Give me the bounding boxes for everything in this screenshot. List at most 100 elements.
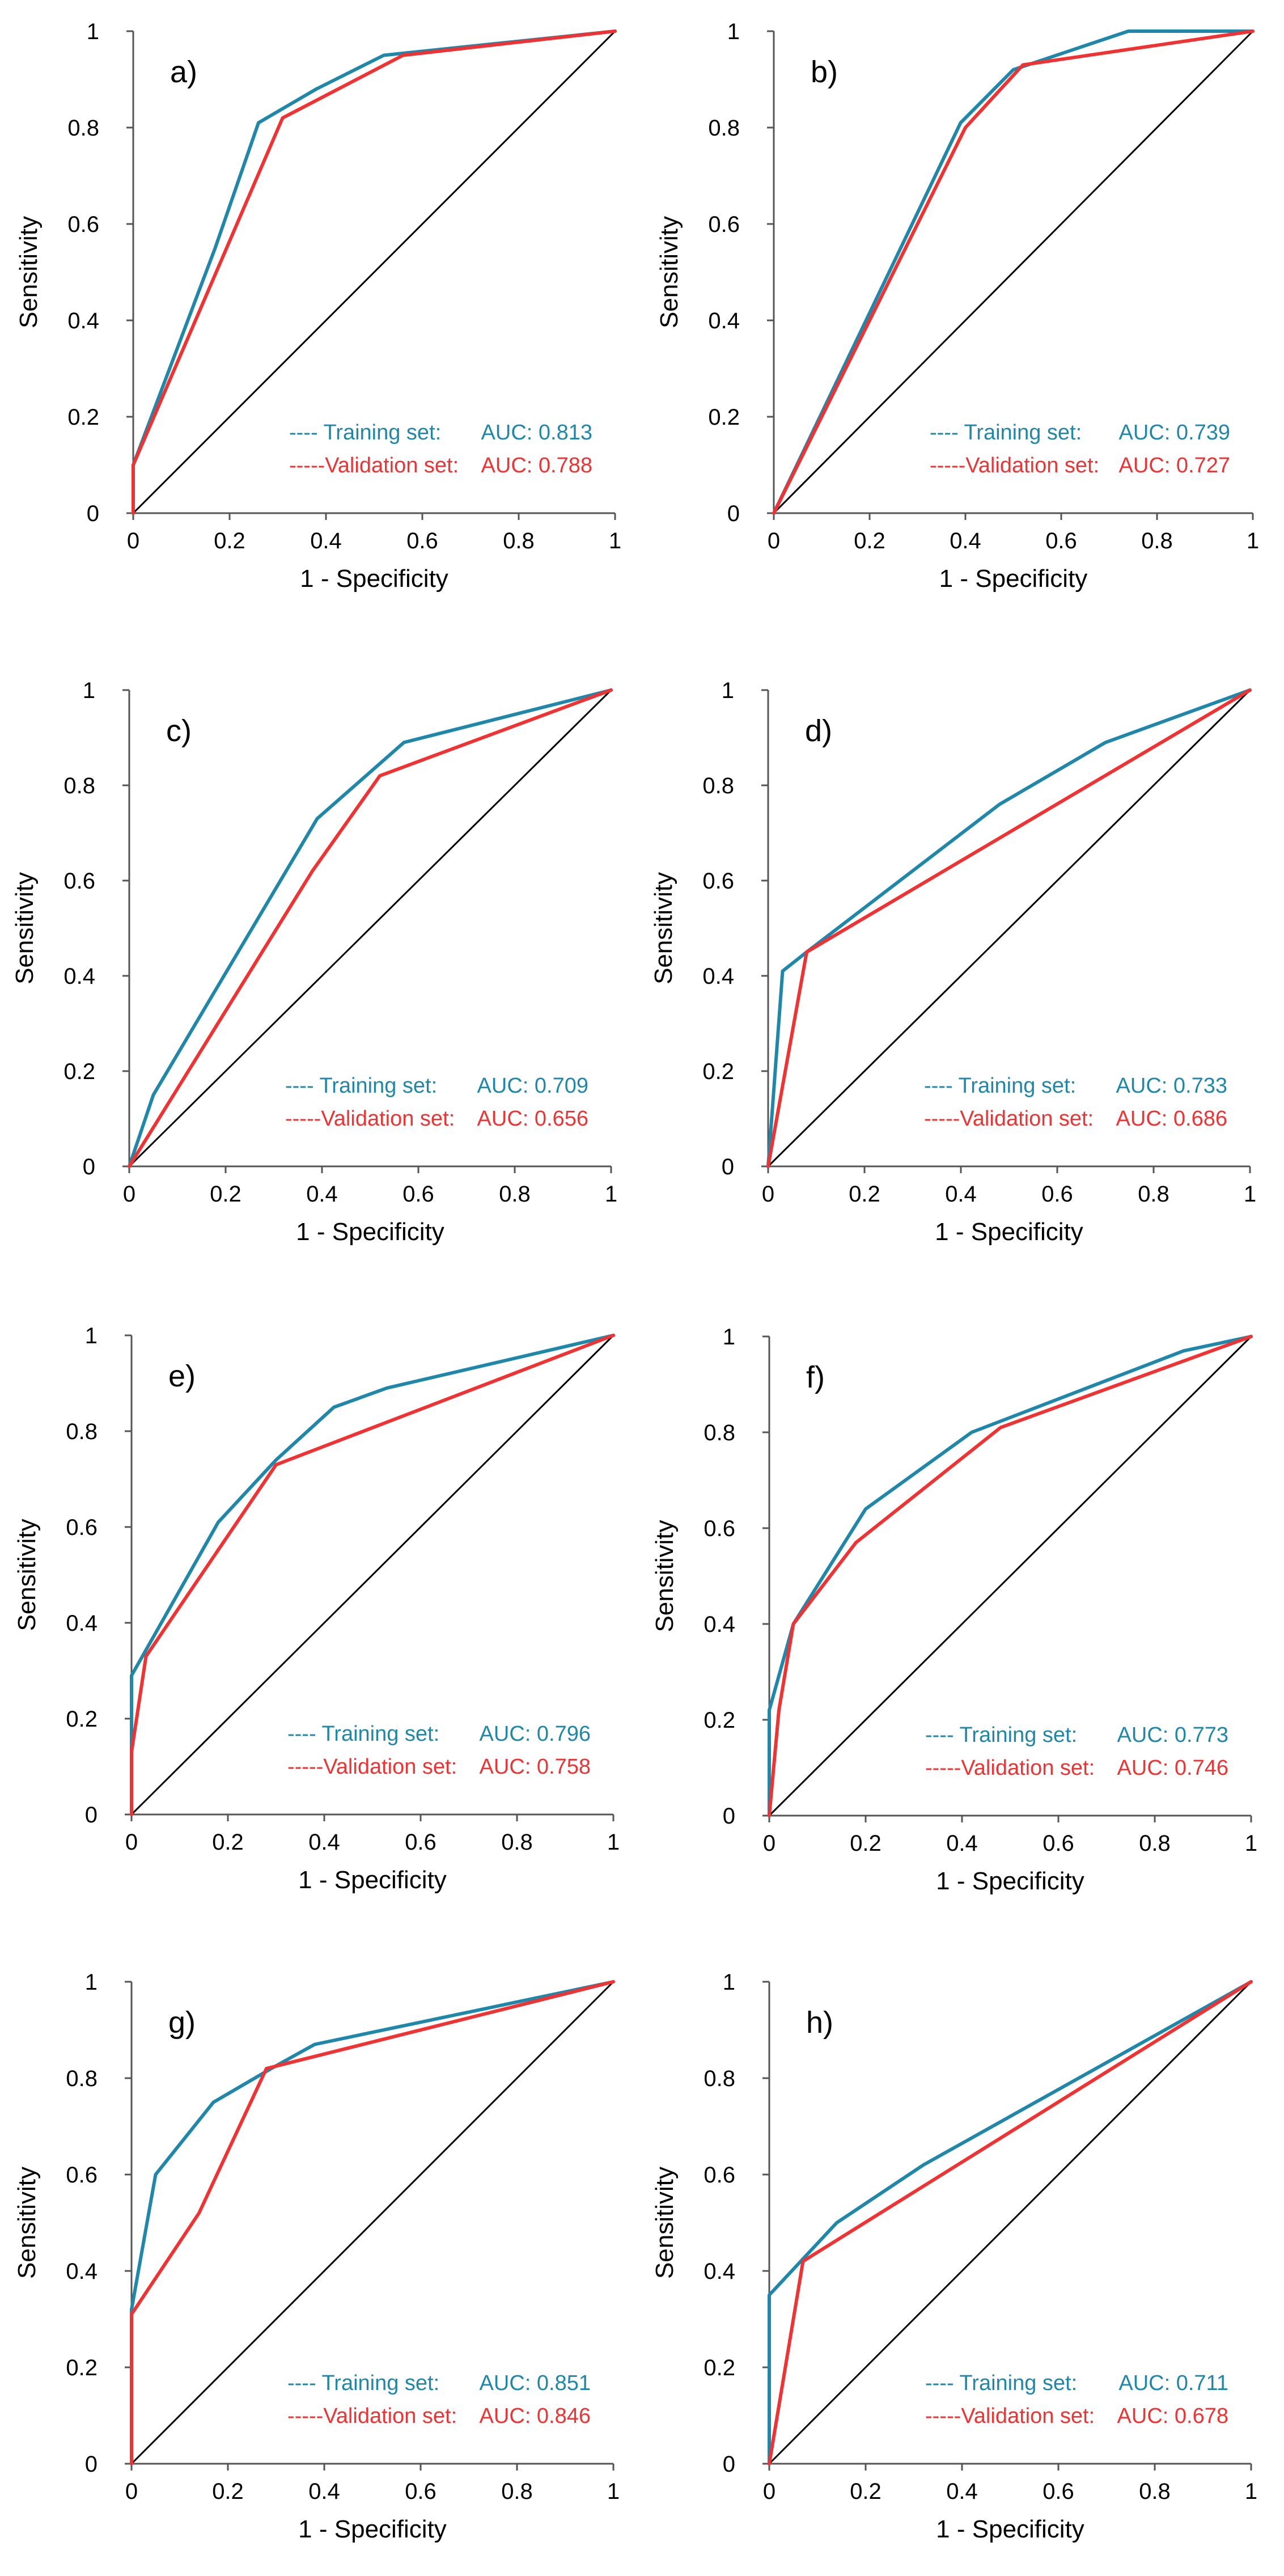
- x-tick-label: 0.6: [1045, 528, 1077, 553]
- x-tick-label: 1: [607, 2479, 620, 2504]
- y-tick-label: 1: [85, 1970, 98, 1995]
- panel-label: d): [805, 714, 832, 748]
- y-tick-label: 0.2: [66, 1707, 98, 1732]
- y-axis-title: Sensitivity: [651, 1520, 679, 1632]
- x-tick-label: 0: [127, 528, 139, 553]
- x-tick-label: 0.4: [946, 1831, 978, 1856]
- y-tick-label: 0.4: [704, 2259, 735, 2284]
- y-tick-label: 0: [83, 1154, 95, 1179]
- y-tick-label: 0.4: [708, 308, 740, 333]
- training-set-line: [128, 688, 613, 1168]
- x-tick-label: 0.4: [945, 1182, 977, 1207]
- x-tick-label: 0.2: [212, 2479, 244, 2504]
- y-tick-label: 0.4: [702, 964, 734, 989]
- y-tick-label: 0.8: [708, 116, 740, 141]
- x-tick-label: 0.2: [854, 528, 885, 553]
- y-tick-label: 0.8: [702, 773, 734, 798]
- x-tick-label: 0.2: [849, 1182, 880, 1207]
- legend-validation-label: -----Validation set:: [924, 1107, 1094, 1131]
- x-tick-label: 0.8: [499, 1182, 531, 1207]
- legend-training-label: ---- Training set:: [287, 1722, 439, 1746]
- x-tick-label: 0.4: [310, 528, 342, 553]
- y-axis-title: Sensitivity: [13, 2167, 41, 2279]
- x-tick-label: 0: [123, 1182, 135, 1207]
- x-tick-label: 1: [609, 528, 621, 553]
- validation-set-line: [768, 1980, 1253, 2465]
- y-tick-label: 0: [85, 2452, 98, 2477]
- y-tick-label: 1: [727, 19, 740, 44]
- x-axis-title: 1 - Specificity: [936, 2515, 1084, 2543]
- panel-label: a): [170, 55, 197, 89]
- legend-validation-auc: AUC: 0.758: [480, 1755, 591, 1779]
- x-tick-label: 1: [1245, 2479, 1257, 2504]
- y-tick-label: 0.8: [66, 1419, 98, 1444]
- y-tick-label: 0.2: [67, 405, 99, 430]
- y-tick-label: 0: [85, 1803, 98, 1828]
- y-tick-label: 0.2: [63, 1059, 95, 1084]
- x-tick-label: 0.2: [214, 528, 245, 553]
- legend-validation-auc: AUC: 0.656: [477, 1107, 588, 1131]
- legend-validation-label: -----Validation set:: [925, 1756, 1095, 1780]
- y-tick-label: 0: [723, 2452, 735, 2477]
- legend-validation-label: -----Validation set:: [287, 2404, 457, 2428]
- panel-label: b): [811, 55, 838, 89]
- y-tick-label: 1: [723, 1970, 735, 1995]
- y-tick-label: 0.4: [63, 964, 95, 989]
- x-tick-label: 0.6: [405, 1830, 437, 1855]
- training-set-line: [766, 688, 1252, 1168]
- roc-panel-e: 0 0.2 0.4 0.6 0.8 1 0 0.2 0.4 0.6 0.8 1 1 - Specific…: [13, 1323, 620, 1894]
- y-tick-label: 0.8: [67, 116, 99, 141]
- legend-validation-auc: AUC: 0.788: [481, 454, 592, 477]
- x-tick-label: 0: [125, 2479, 138, 2504]
- x-tick-label: 0: [763, 2479, 776, 2504]
- training-set-line: [768, 1335, 1253, 1817]
- panel-label: h): [806, 2006, 833, 2040]
- y-axis-title: Sensitivity: [11, 872, 39, 984]
- roc-panel-h: 0 0.2 0.4 0.6 0.8 1 0 0.2 0.4 0.6 0.8 1 1 - Specific…: [651, 1970, 1257, 2543]
- roc-panel-d: 0 0.2 0.4 0.6 0.8 1 0 0.2 0.4 0.6 0.8 1 1 - Specific…: [650, 678, 1256, 1246]
- y-axis-title: Sensitivity: [655, 216, 683, 328]
- x-tick-label: 0.6: [1043, 1831, 1074, 1856]
- y-tick-label: 0.4: [66, 2259, 98, 2284]
- x-tick-label: 0.6: [402, 1182, 434, 1207]
- y-tick-label: 0.2: [704, 1708, 735, 1733]
- x-tick-label: 0.4: [306, 1182, 338, 1207]
- x-tick-label: 0: [763, 1831, 776, 1856]
- x-tick-label: 0.2: [212, 1830, 244, 1855]
- legend-training-label: ---- Training set:: [930, 421, 1082, 445]
- legend-training-label: ---- Training set:: [287, 2371, 439, 2395]
- y-axis-title: Sensitivity: [651, 2167, 679, 2279]
- validation-set-line: [128, 688, 613, 1168]
- x-tick-label: 0.4: [950, 528, 981, 553]
- y-tick-label: 1: [83, 678, 95, 703]
- x-tick-label: 1: [605, 1182, 617, 1207]
- legend-training-auc: AUC: 0.773: [1117, 1723, 1228, 1747]
- legend-validation-label: -----Validation set:: [285, 1107, 455, 1131]
- legend-training-auc: AUC: 0.739: [1119, 421, 1230, 445]
- legend-validation-auc: AUC: 0.746: [1117, 1756, 1228, 1780]
- panel-label: c): [166, 714, 192, 748]
- y-tick-label: 0.8: [63, 773, 95, 798]
- x-tick-label: 0.8: [1141, 528, 1173, 553]
- y-tick-label: 1: [723, 1325, 735, 1350]
- y-tick-label: 0.2: [66, 2355, 98, 2380]
- x-tick-label: 0.8: [503, 528, 535, 553]
- x-tick-label: 0.8: [1139, 1831, 1171, 1856]
- x-tick-label: 0.4: [946, 2479, 978, 2504]
- x-tick-label: 0.2: [210, 1182, 241, 1207]
- y-tick-label: 1: [85, 1323, 98, 1348]
- training-set-line: [772, 29, 1255, 515]
- legend-training-label: ---- Training set:: [925, 2371, 1077, 2395]
- y-tick-label: 0.6: [67, 212, 99, 237]
- legend-training-auc: AUC: 0.813: [481, 421, 592, 445]
- x-tick-label: 0.8: [501, 2479, 533, 2504]
- x-tick-label: 0: [762, 1182, 774, 1207]
- diagonal-reference-line: [767, 689, 1251, 1168]
- training-set-line: [768, 1980, 1253, 2465]
- y-tick-label: 0.2: [704, 2355, 735, 2380]
- x-tick-label: 1: [1247, 528, 1259, 553]
- y-tick-label: 0.6: [708, 212, 740, 237]
- training-set-line: [130, 1980, 615, 2465]
- x-axis-title: 1 - Specificity: [939, 565, 1088, 593]
- x-tick-label: 0.8: [1139, 2479, 1171, 2504]
